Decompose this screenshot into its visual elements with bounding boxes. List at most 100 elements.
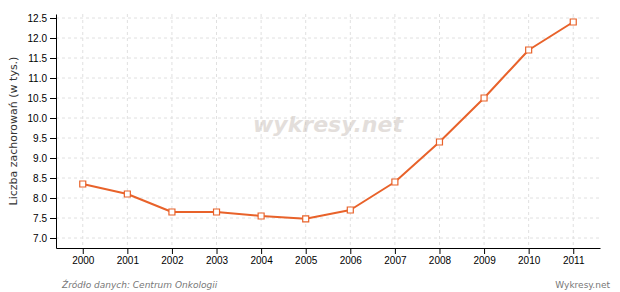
data-point: [303, 216, 309, 222]
y-tick-label: 12.5: [28, 13, 48, 24]
y-tick: 12.5: [28, 13, 56, 24]
x-tick: 2002: [161, 248, 184, 266]
y-axis-line: [56, 15, 57, 249]
data-point: [436, 139, 442, 145]
x-tick-label: 2009: [473, 255, 496, 266]
y-tick-mark: [50, 98, 56, 99]
x-tick-mark: [484, 248, 485, 254]
y-tick-mark: [50, 218, 56, 219]
x-tick-label: 2008: [429, 255, 452, 266]
y-tick-label: 7.0: [33, 233, 47, 244]
grid-line-y: [56, 58, 600, 59]
series-line: [83, 22, 573, 219]
x-tick-mark: [172, 248, 173, 254]
x-tick-label: 2003: [206, 255, 229, 266]
y-tick: 9.0: [33, 153, 56, 164]
grid-line-x: [484, 14, 485, 248]
data-point: [80, 181, 86, 187]
y-tick-label: 9.5: [33, 133, 47, 144]
y-tick: 11.0: [28, 73, 56, 84]
x-tick: 2006: [340, 248, 363, 266]
chart-svg: wykresy.net20002001200220032004200520062…: [0, 0, 620, 292]
data-point: [347, 207, 353, 213]
x-tick-label: 2004: [250, 255, 273, 266]
y-tick-mark: [50, 38, 56, 39]
x-tick-label: 2000: [72, 255, 95, 266]
y-tick-mark: [50, 78, 56, 79]
plot-area: wykresy.net20002001200220032004200520062…: [28, 13, 601, 266]
x-tick-label: 2010: [518, 255, 541, 266]
x-tick-label: 2002: [161, 255, 184, 266]
y-tick-mark: [50, 198, 56, 199]
y-tick-mark: [50, 118, 56, 119]
x-tick-mark: [395, 248, 396, 254]
grid-line-y: [56, 218, 600, 219]
y-tick: 8.0: [33, 193, 56, 204]
x-tick-mark: [127, 248, 128, 254]
y-tick-label: 7.5: [33, 213, 47, 224]
y-tick: 7.0: [33, 233, 56, 244]
x-tick-mark: [83, 248, 84, 254]
x-tick-mark: [217, 248, 218, 254]
grid-line-x: [439, 14, 440, 248]
y-tick-label: 11.0: [28, 73, 47, 84]
y-tick-label: 10.5: [28, 93, 48, 104]
y-tick: 9.5: [33, 133, 56, 144]
x-tick: 2008: [429, 248, 452, 266]
data-point: [169, 209, 175, 215]
credit-note: Wykresy.net: [555, 280, 610, 290]
grid-line-x: [573, 14, 574, 248]
y-tick-label: 10.0: [28, 113, 48, 124]
y-tick-mark: [50, 58, 56, 59]
data-point: [392, 179, 398, 185]
x-tick-mark: [350, 248, 351, 254]
x-tick-label: 2011: [563, 255, 585, 266]
grid-line-y: [56, 238, 600, 239]
grid-line-y: [56, 98, 600, 99]
watermark: wykresy.net: [253, 112, 404, 137]
y-tick: 11.5: [28, 53, 56, 64]
data-point: [258, 213, 264, 219]
x-tick: 2004: [250, 248, 273, 266]
y-tick-label: 12.0: [28, 33, 48, 44]
data-point: [124, 191, 130, 197]
x-axis-line: [57, 248, 601, 249]
grid-line-x: [82, 14, 83, 248]
x-tick-mark: [529, 248, 530, 254]
x-tick-label: 2007: [384, 255, 407, 266]
y-tick-label: 8.5: [33, 173, 47, 184]
y-tick-label: 11.5: [28, 53, 47, 64]
data-point: [481, 95, 487, 101]
y-tick-mark: [50, 18, 56, 19]
x-tick: 2001: [117, 248, 140, 266]
y-tick-mark: [50, 178, 56, 179]
x-tick: 2011: [563, 248, 585, 266]
x-tick-mark: [306, 248, 307, 254]
y-axis: 7.0 7.5 8.0 8.5 9.0 9.5 10.0 10.5 11.0 11.5 12.0 12…: [28, 13, 57, 249]
data-point: [526, 47, 532, 53]
x-tick-label: 2005: [295, 255, 318, 266]
y-tick: 10.5: [28, 93, 56, 104]
grid: [56, 14, 600, 248]
series: [80, 19, 576, 222]
y-tick: 7.5: [33, 213, 56, 224]
source-note: Źródło danych: Centrum Onkologii: [61, 279, 218, 290]
grid-line-y: [56, 38, 600, 39]
y-tick: 12.0: [28, 33, 56, 44]
y-tick-label: 9.0: [33, 153, 47, 164]
grid-line-y: [56, 158, 600, 159]
x-tick-label: 2006: [340, 255, 363, 266]
x-tick: 2005: [295, 248, 318, 266]
x-axis: 2000 2001 2002 2003 2004 2005 2006 2007 2008 2009…: [57, 248, 601, 266]
grid-line-x: [127, 14, 128, 248]
chart-container: wykresy.net20002001200220032004200520062…: [0, 0, 620, 292]
grid-line-y: [56, 78, 600, 79]
x-tick: 2009: [473, 248, 496, 266]
x-tick-mark: [439, 248, 440, 254]
y-tick-mark: [50, 138, 56, 139]
grid-line-y: [56, 178, 600, 179]
x-tick-label: 2001: [117, 255, 140, 266]
data-point: [214, 209, 220, 215]
y-tick-mark: [50, 158, 56, 159]
grid-line-y: [56, 18, 600, 19]
